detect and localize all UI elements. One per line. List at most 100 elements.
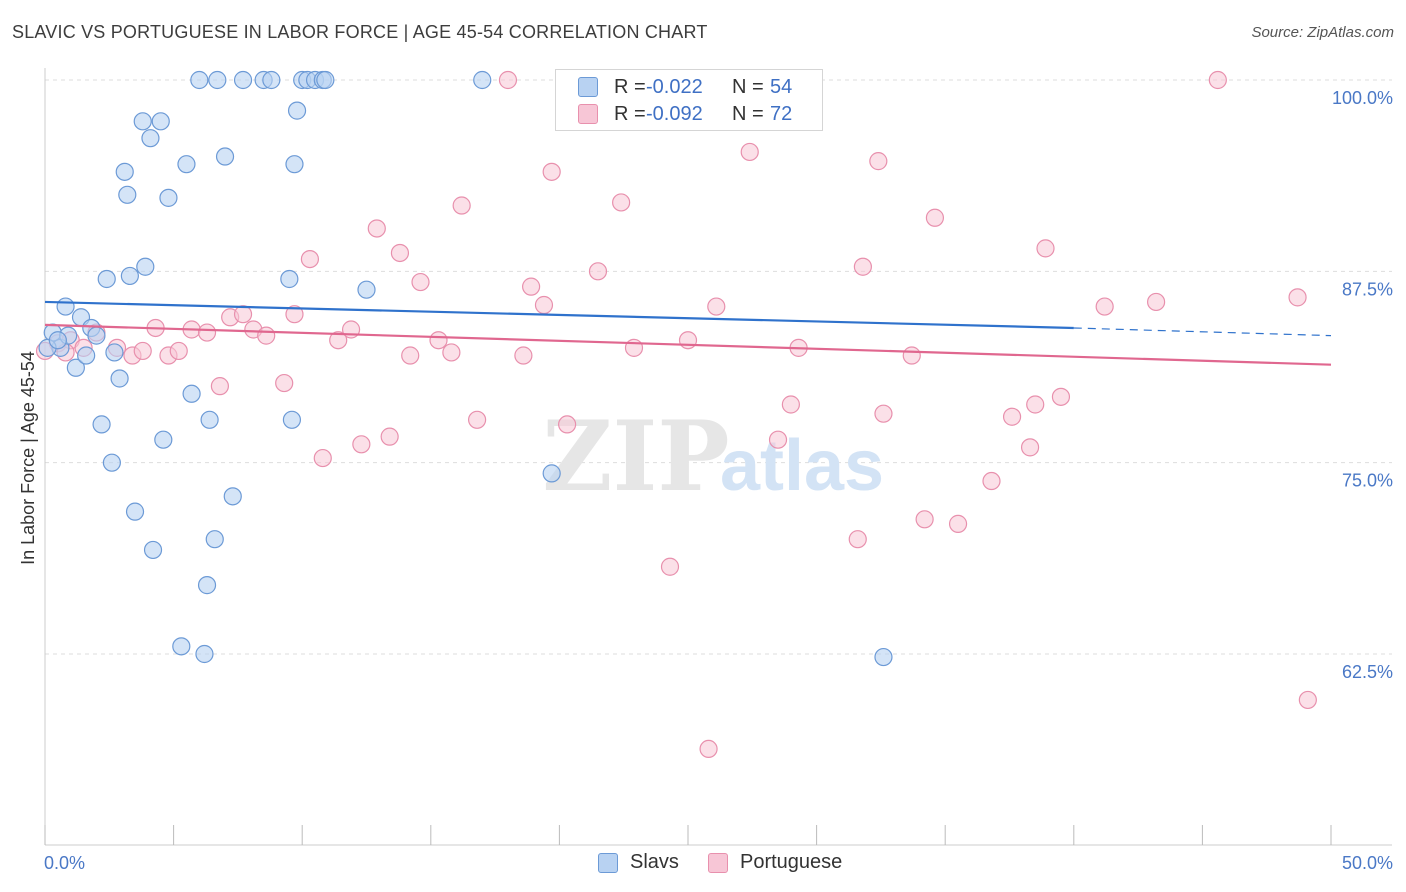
portuguese-point (982, 471, 1001, 491)
portuguese-point (367, 219, 386, 238)
portuguese-point (429, 331, 448, 350)
portuguese-point (558, 415, 577, 434)
chart-title: SLAVIC VS PORTUGUESE IN LABOR FORCE | AG… (12, 22, 708, 42)
series-legend: Slavs Portuguese (0, 851, 1406, 877)
portuguese-point (915, 510, 934, 529)
portuguese-point (522, 277, 541, 296)
slavs-point (120, 266, 139, 286)
portuguese-point (411, 272, 430, 292)
portuguese-point (1020, 438, 1040, 457)
portuguese-n-label: N = (732, 102, 764, 125)
slavs-point (118, 185, 137, 204)
watermark-atlas: atlas (720, 426, 884, 506)
slavs-point (215, 147, 235, 166)
slavs-point (77, 346, 96, 365)
portuguese-point (699, 739, 718, 759)
portuguese-point (612, 193, 631, 212)
slavs-points (38, 70, 893, 667)
slavs-point (233, 70, 253, 90)
portuguese-point (925, 208, 945, 227)
slavs-point (87, 326, 106, 345)
portuguese-point (740, 142, 759, 162)
portuguese-point (1026, 395, 1045, 414)
slavs-point (172, 637, 191, 656)
gridlines (45, 79, 1392, 655)
portuguese-point (1002, 407, 1022, 426)
portuguese-point (1095, 297, 1114, 316)
slavs-legend-label: Slavs (630, 851, 679, 873)
stats-legend: R = -0.022 N = 54 R = -0.092 N = 72 (555, 69, 823, 131)
slavs-point (208, 70, 227, 90)
slavs-point (97, 269, 116, 289)
y-tick-label-2: 75.0% (1342, 471, 1393, 491)
portuguese-point (948, 514, 968, 533)
slavs-point (48, 331, 67, 350)
slavs-point (177, 155, 196, 174)
y-tick-label-0: 100.0% (1332, 88, 1393, 108)
portuguese-swatch (578, 104, 598, 124)
slavs-point (190, 70, 209, 90)
slavs-point (143, 540, 163, 560)
portuguese-point (542, 162, 561, 181)
slavs-point (280, 269, 299, 289)
portuguese-point (313, 448, 332, 468)
slavs-point (102, 453, 121, 472)
portuguese-point (781, 395, 800, 414)
slavs-point (66, 358, 85, 377)
portuguese-point (1147, 292, 1166, 312)
portuguese-point (233, 305, 253, 324)
portuguese-point (467, 410, 487, 429)
portuguese-point (442, 343, 461, 362)
portuguese-r-label: R = (614, 102, 646, 125)
portuguese-point (534, 295, 554, 315)
slavs-r-value: -0.022 (646, 75, 703, 98)
slavs-point (151, 112, 170, 131)
y-axis-title: In Labor Force | Age 45-54 (18, 351, 38, 565)
slavs-r-label: R = (614, 75, 646, 98)
slavs-point (105, 343, 124, 362)
x-tick-label-0: 0.0% (44, 853, 85, 873)
portuguese-point (133, 341, 152, 361)
axes (44, 68, 1392, 846)
slavs-point (287, 101, 307, 120)
slavs-point (195, 644, 214, 664)
portuguese-point (275, 373, 294, 393)
portuguese-legend-label: Portuguese (740, 851, 843, 873)
portuguese-point (390, 243, 410, 263)
portuguese-point (1051, 387, 1071, 406)
slavs-point (92, 415, 111, 434)
slavs-n-value: 54 (770, 75, 793, 98)
portuguese-point (678, 331, 698, 350)
y-tick-label-1: 87.5% (1342, 279, 1393, 299)
watermark: ZIP atlas (542, 400, 884, 513)
slavs-point (115, 162, 134, 181)
portuguese-point (768, 430, 788, 449)
legend-item-slavs[interactable]: Slavs (598, 851, 679, 874)
slavs-n-label: N = (732, 75, 764, 98)
legend-item-portuguese[interactable]: Portuguese (708, 851, 842, 874)
slavs-point (542, 464, 561, 483)
slavs-point (200, 410, 219, 429)
x-tick-label-1: 50.0% (1342, 853, 1393, 873)
legend-row-slavs: R = -0.022 N = 54 (578, 74, 792, 100)
slavs-point (316, 70, 335, 90)
portuguese-point (401, 346, 420, 365)
portuguese-point (848, 530, 867, 549)
slavs-point (874, 647, 893, 667)
portuguese-point (588, 262, 608, 281)
y-tick-label-3: 62.5% (1342, 662, 1393, 682)
portuguese-point (169, 341, 188, 361)
slavs-point (141, 129, 160, 148)
portuguese-point (853, 257, 872, 276)
slavs-trend-line (44, 300, 1074, 330)
slavs-point (182, 384, 201, 403)
slavs-trend-extension (1073, 327, 1332, 337)
slavs-point (223, 487, 242, 506)
slavs-point (154, 430, 173, 449)
portuguese-n-value: 72 (770, 102, 793, 125)
slavs-point (125, 502, 145, 521)
slavs-point (357, 280, 376, 299)
portuguese-r-value: -0.092 (646, 102, 703, 125)
portuguese-point (498, 70, 518, 90)
portuguese-point (380, 427, 399, 446)
